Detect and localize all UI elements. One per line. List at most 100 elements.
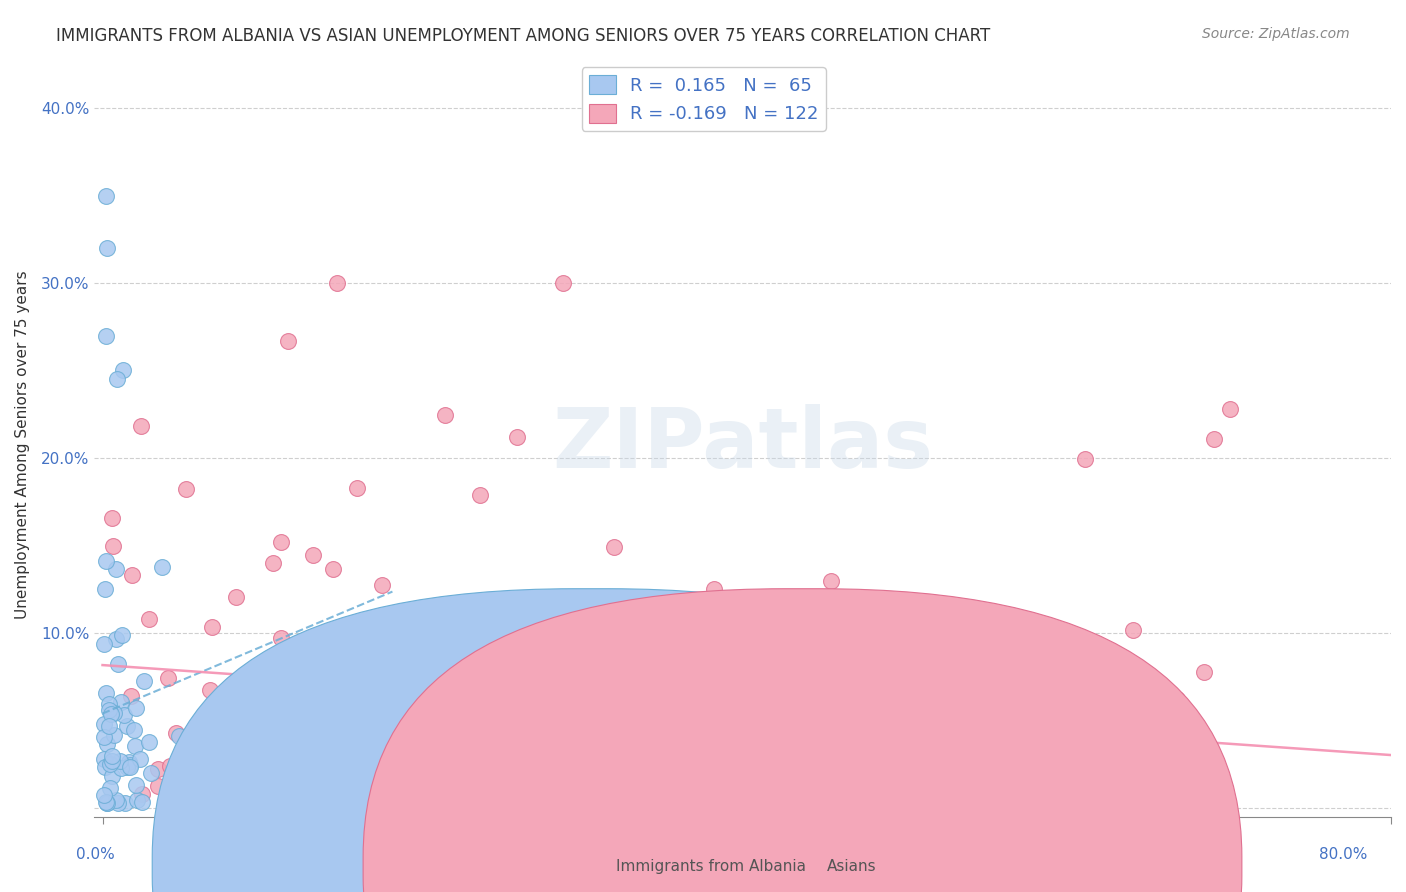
Point (122, 723, 145, 738)
Point (129, 752, 152, 766)
Point (326, 276, 349, 290)
Point (118, 755, 141, 769)
Point (160, 764, 183, 778)
Point (797, 758, 820, 772)
Point (159, 759, 181, 773)
Point (117, 719, 139, 733)
Point (110, 627, 132, 641)
Point (93, 717, 115, 731)
Point (434, 408, 457, 422)
Point (298, 642, 321, 657)
Point (328, 686, 350, 700)
Point (212, 749, 235, 764)
Point (449, 673, 471, 687)
Point (560, 777, 582, 791)
Point (603, 540, 626, 554)
Point (495, 796, 517, 810)
Point (105, 561, 128, 575)
Point (754, 746, 776, 760)
Point (204, 788, 226, 802)
Point (94, 554, 117, 568)
Point (495, 631, 517, 645)
Point (229, 697, 252, 711)
Point (121, 568, 143, 582)
Point (96, 737, 118, 751)
Point (301, 548, 323, 562)
Point (553, 276, 575, 290)
Point (100, 769, 122, 783)
Point (270, 739, 292, 754)
Point (134, 673, 156, 688)
Point (110, 761, 132, 775)
Point (291, 772, 314, 787)
Point (1219, 402, 1241, 417)
Point (583, 675, 606, 690)
Point (1121, 623, 1143, 637)
Point (523, 720, 546, 734)
Point (124, 700, 146, 714)
Point (110, 754, 132, 768)
Point (114, 796, 136, 810)
Point (1005, 686, 1028, 700)
Point (105, 793, 128, 807)
Point (165, 726, 187, 740)
Point (404, 789, 426, 804)
Point (1166, 691, 1188, 706)
Point (118, 760, 141, 774)
Point (437, 775, 460, 789)
Point (627, 742, 650, 756)
Point (470, 488, 492, 502)
Point (125, 793, 148, 807)
Point (381, 783, 404, 797)
Text: Asians: Asians (827, 859, 877, 873)
Point (101, 539, 124, 553)
Point (115, 760, 138, 774)
Point (120, 757, 142, 772)
Point (703, 582, 725, 596)
Point (131, 418, 153, 433)
Point (103, 706, 125, 720)
Point (101, 510, 124, 524)
Point (138, 735, 160, 749)
Point (634, 652, 657, 666)
Point (236, 705, 259, 719)
Point (124, 739, 146, 754)
Point (150, 559, 173, 574)
Y-axis label: Unemployment Among Seniors over 75 years: Unemployment Among Seniors over 75 years (15, 270, 30, 619)
Point (402, 796, 425, 810)
Point (201, 796, 224, 810)
Point (277, 334, 299, 348)
Point (94, 795, 117, 809)
Point (519, 689, 541, 703)
Point (574, 607, 596, 622)
Point (169, 729, 191, 743)
Point (672, 600, 695, 615)
Point (105, 371, 128, 385)
Point (394, 793, 416, 807)
Point (607, 784, 630, 798)
Point (450, 704, 472, 718)
Point (294, 687, 316, 701)
Point (297, 763, 319, 777)
Point (98, 780, 121, 795)
Point (201, 620, 224, 634)
Text: 80.0%: 80.0% (1319, 847, 1367, 862)
Point (198, 683, 221, 698)
Point (159, 793, 181, 807)
Point (98, 698, 121, 712)
Point (337, 691, 360, 706)
Point (330, 788, 353, 802)
Point (748, 795, 770, 809)
Point (1202, 432, 1225, 446)
Point (486, 771, 509, 785)
Point (93, 752, 115, 766)
Point (98, 757, 121, 772)
Point (737, 759, 759, 773)
Point (371, 578, 394, 592)
Point (107, 657, 129, 671)
Point (430, 747, 453, 761)
Point (868, 796, 890, 810)
Point (260, 774, 283, 789)
Point (560, 793, 582, 807)
Point (820, 574, 842, 588)
